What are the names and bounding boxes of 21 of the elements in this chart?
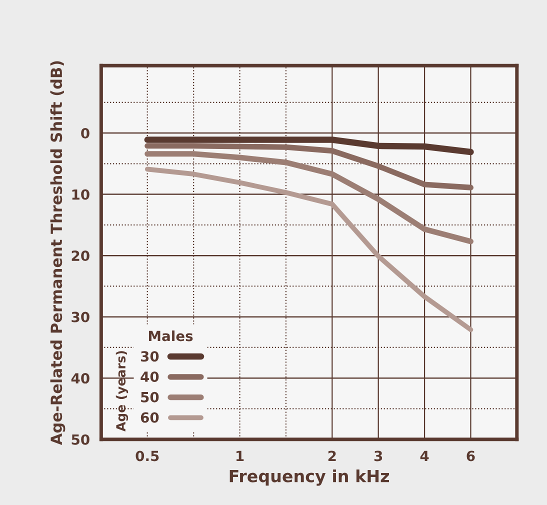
x-tick-label: 2 [328,450,336,462]
x-tick-label: 3 [374,450,382,462]
x-tick-label: 4 [420,450,429,462]
annotation: Age (years) [116,351,128,432]
legend-label: 60 [140,412,159,423]
x-tick-label: 1 [236,450,244,462]
y-tick-label: 20 [72,250,90,262]
legend-title: Males [148,330,193,342]
y-tick-label: 40 [71,373,90,384]
legend-label: 40 [140,371,159,382]
y-tick-label: 10 [72,189,90,200]
y-tick-label: 30 [72,312,90,322]
legend-label: 30 [140,351,159,362]
legend-label: 50 [141,392,159,402]
line-series [144,166,474,332]
y-axis-title: Age-Related Permanent Threshold Shift (dB) [50,61,66,446]
y-tick-label: 50 [72,434,90,445]
x-tick-label: 0.5 [136,450,159,462]
y-tick-label: 0 [81,128,90,139]
x-tick-label: 6 [466,450,475,462]
x-axis-title: Frequency in kHz [230,469,389,486]
